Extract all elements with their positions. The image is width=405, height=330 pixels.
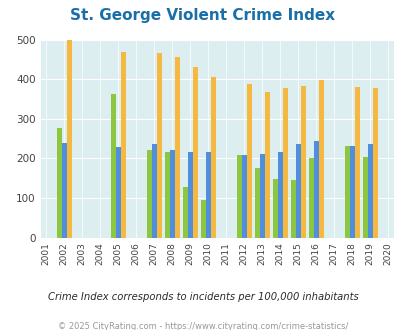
Bar: [313, 141, 318, 238]
Bar: [308, 158, 313, 238]
Bar: [187, 152, 192, 238]
Bar: [192, 67, 197, 238]
Bar: [66, 40, 72, 238]
Bar: [259, 154, 264, 238]
Bar: [62, 143, 66, 238]
Bar: [318, 81, 323, 238]
Bar: [300, 86, 305, 238]
Bar: [156, 53, 161, 238]
Bar: [282, 88, 287, 238]
Bar: [174, 57, 179, 238]
Bar: [111, 94, 115, 238]
Bar: [164, 152, 169, 238]
Bar: [372, 87, 377, 238]
Bar: [205, 152, 210, 238]
Bar: [182, 187, 187, 238]
Bar: [246, 84, 251, 238]
Bar: [146, 150, 151, 238]
Bar: [115, 147, 120, 238]
Bar: [277, 152, 282, 238]
Bar: [151, 144, 156, 238]
Bar: [57, 127, 62, 238]
Bar: [241, 155, 246, 238]
Bar: [264, 92, 269, 238]
Bar: [354, 87, 359, 238]
Text: St. George Violent Crime Index: St. George Violent Crime Index: [70, 8, 335, 23]
Bar: [236, 155, 241, 238]
Bar: [200, 200, 205, 238]
Bar: [344, 146, 349, 238]
Bar: [254, 168, 259, 238]
Bar: [367, 144, 372, 238]
Bar: [169, 150, 174, 238]
Bar: [290, 180, 295, 238]
Bar: [120, 52, 126, 238]
Bar: [210, 77, 215, 238]
Text: Crime Index corresponds to incidents per 100,000 inhabitants: Crime Index corresponds to incidents per…: [47, 292, 358, 302]
Bar: [272, 180, 277, 238]
Bar: [295, 144, 300, 238]
Bar: [349, 146, 354, 238]
Bar: [362, 157, 367, 238]
Text: © 2025 CityRating.com - https://www.cityrating.com/crime-statistics/: © 2025 CityRating.com - https://www.city…: [58, 322, 347, 330]
